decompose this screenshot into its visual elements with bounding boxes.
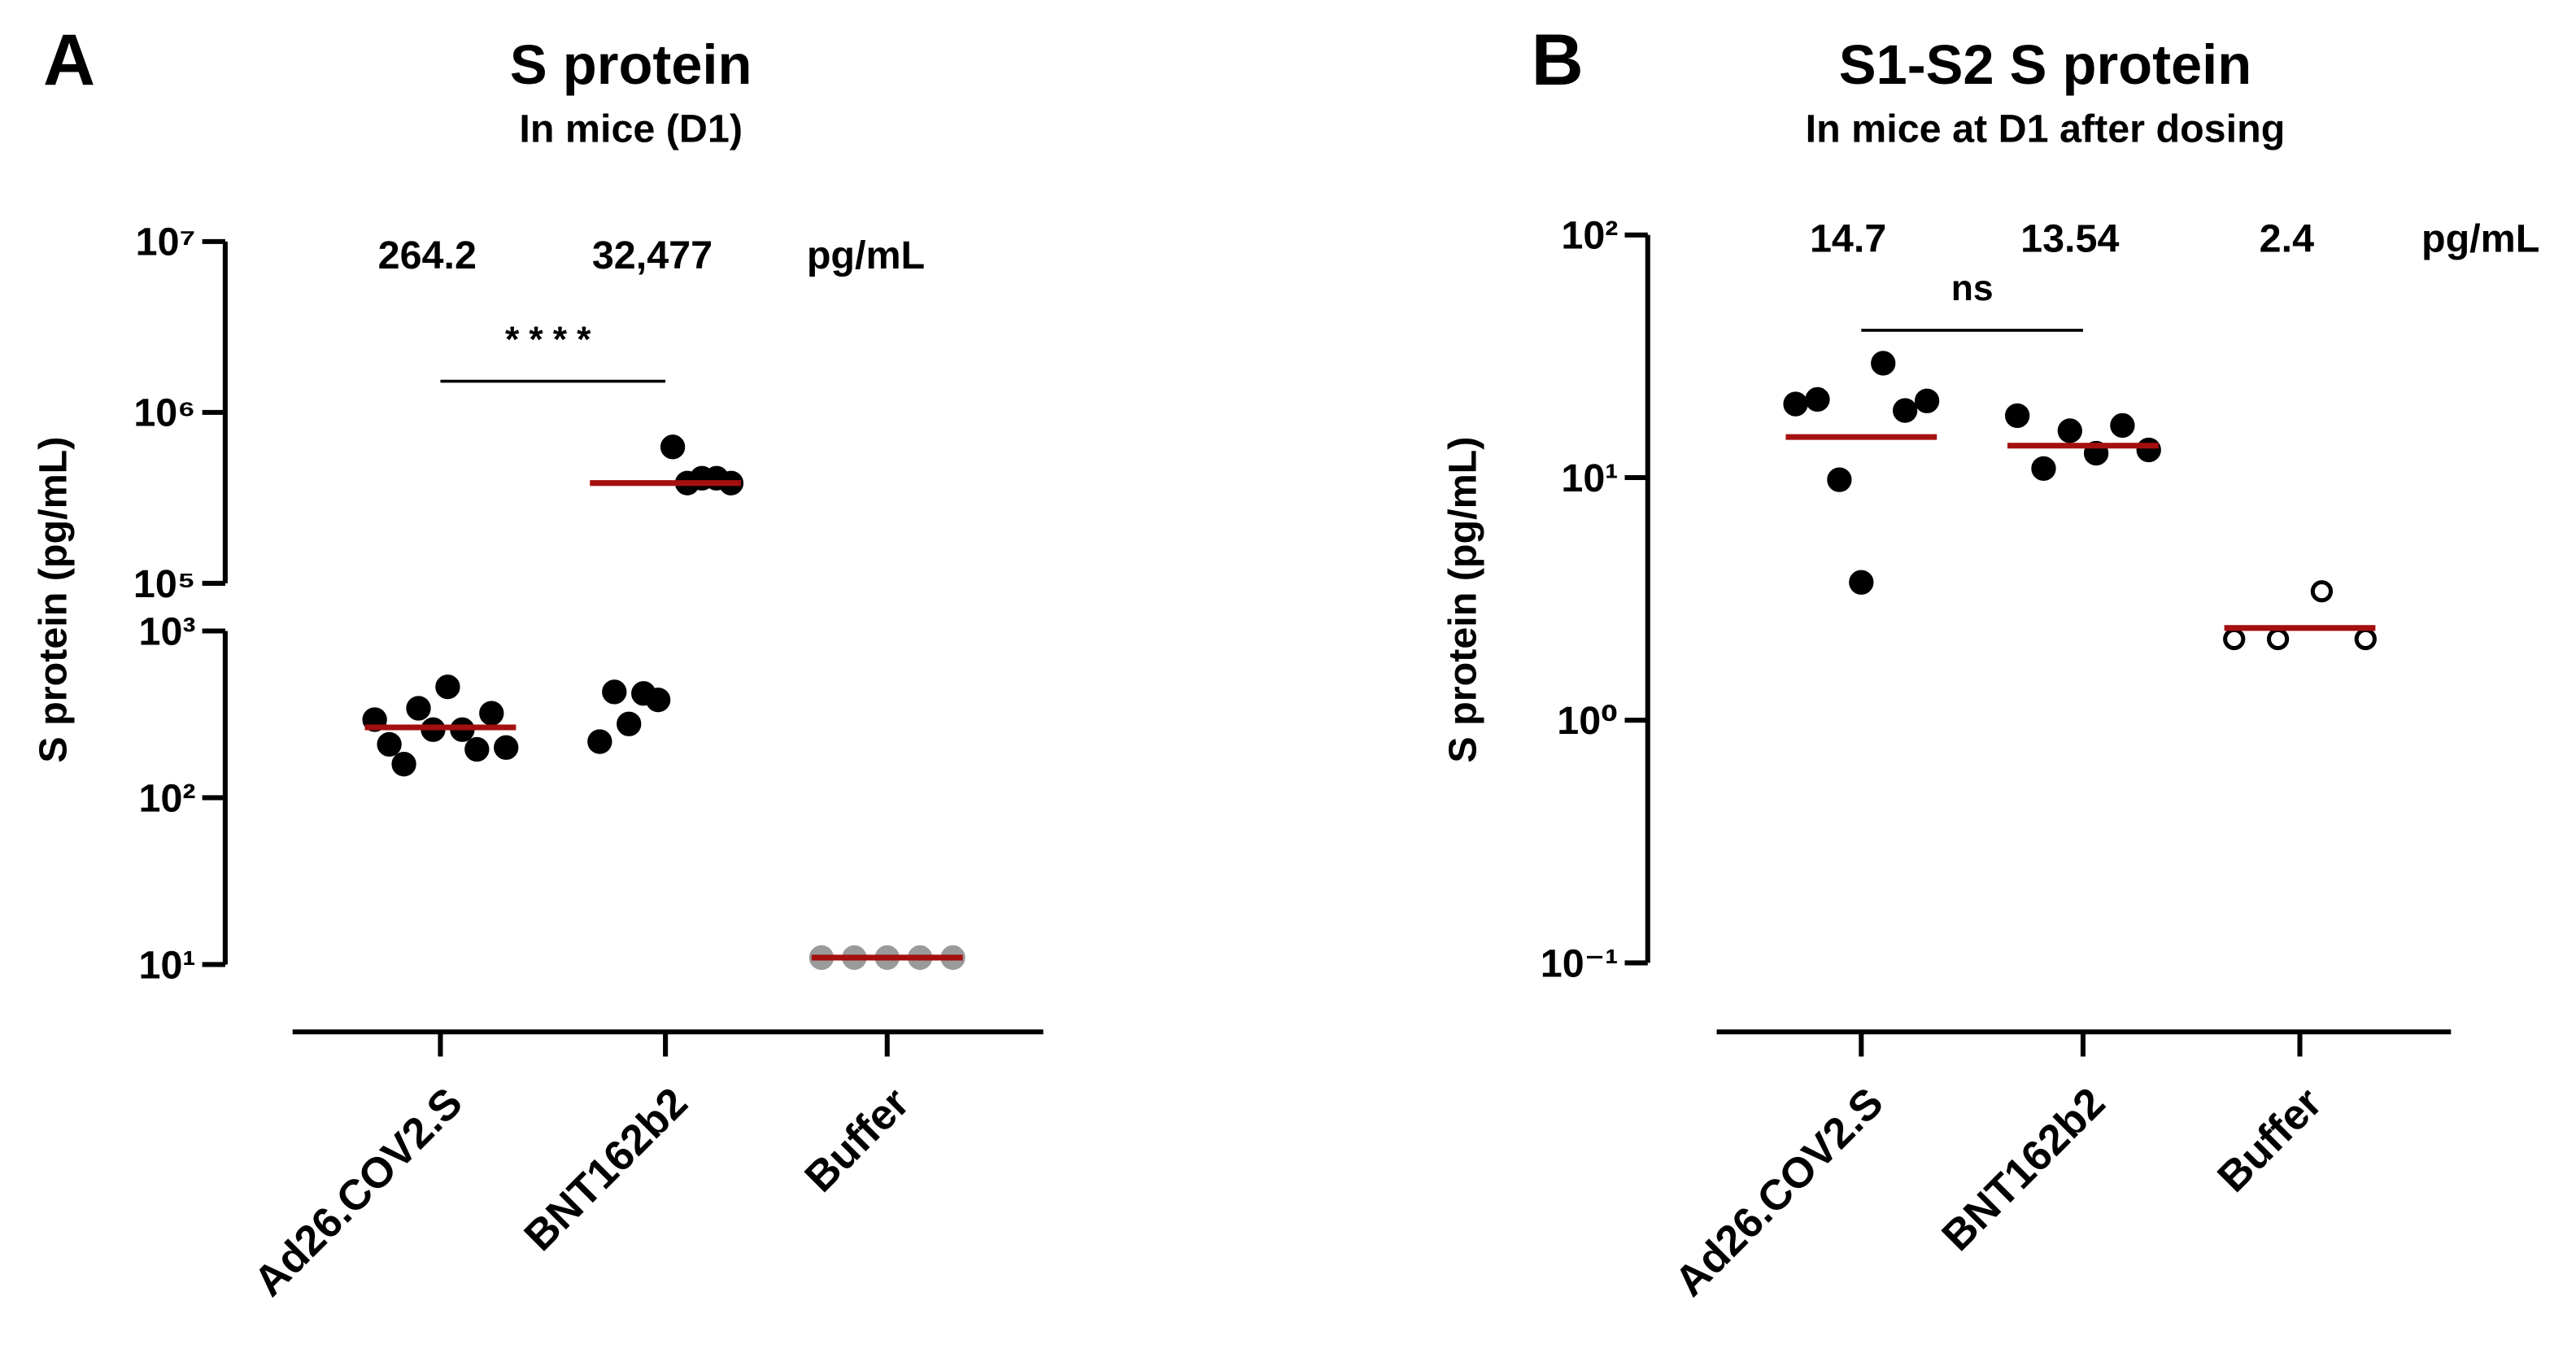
summary-label: 264.2: [378, 234, 477, 277]
data-point: [2031, 456, 2056, 481]
data-point: [660, 434, 686, 460]
unit-label: pg/mL: [807, 234, 925, 277]
data-point: [1893, 398, 1918, 423]
x-tick-label: Ad26.COV2.S: [245, 1079, 472, 1306]
y-tick-label: 10²: [1561, 214, 1618, 258]
chart-title: S1-S2 S protein: [1839, 33, 2251, 96]
data-point: [479, 701, 504, 726]
y-axis-label: S protein (pg/mL): [1441, 437, 1484, 763]
y-tick-label: 10¹: [1561, 456, 1618, 500]
summary-label: 32,477: [592, 234, 713, 277]
y-tick-label: 10⁰: [1557, 699, 1618, 743]
x-tick-label: Buffer: [795, 1079, 918, 1202]
y-tick-label: 10⁻¹: [1541, 941, 1619, 985]
data-point: [602, 679, 627, 705]
y-tick-label: 10⁶: [133, 391, 195, 435]
data-point: [464, 736, 490, 762]
x-tick-label: BNT162b2: [1933, 1079, 2114, 1260]
y-tick-label: 10¹: [139, 943, 196, 987]
summary-label: 2.4: [2260, 217, 2314, 261]
summary-label: 14.7: [1810, 217, 1886, 261]
x-tick-label: Buffer: [2208, 1079, 2331, 1202]
data-point: [406, 696, 431, 721]
data-point: [2005, 403, 2030, 429]
data-point: [1805, 386, 1830, 413]
data-point: [2266, 627, 2290, 651]
significance-label: ****: [505, 320, 601, 360]
data-point: [377, 731, 402, 757]
data-point: [1871, 351, 1896, 376]
data-point: [2057, 418, 2082, 443]
y-tick-label: 10³: [139, 609, 196, 653]
panel-letter: B: [1532, 20, 1584, 100]
y-tick-label: 10²: [139, 776, 196, 820]
data-point: [1914, 388, 1940, 413]
summary-label: 13.54: [2020, 217, 2119, 261]
y-tick-label: 10⁷: [136, 220, 196, 264]
x-tick-label: Ad26.COV2.S: [1666, 1079, 1893, 1306]
data-point: [2354, 627, 2377, 651]
data-point: [1783, 391, 1808, 417]
data-point: [2310, 580, 2334, 603]
y-axis-label: S protein (pg/mL): [32, 437, 76, 763]
data-point: [617, 711, 642, 736]
significance-label: ns: [1951, 268, 1994, 308]
data-point: [494, 735, 519, 760]
chart-subtitle: In mice (D1): [519, 107, 743, 151]
unit-label: pg/mL: [2421, 217, 2539, 261]
panel-letter: A: [43, 20, 95, 100]
data-point: [1827, 467, 1852, 492]
data-point: [435, 674, 460, 700]
data-point: [2136, 437, 2161, 463]
data-point: [645, 688, 671, 713]
y-tick-label: 10⁵: [133, 562, 196, 606]
data-point: [391, 752, 416, 777]
data-point: [1849, 570, 1874, 595]
chart-subtitle: In mice at D1 after dosing: [1806, 107, 2286, 151]
x-tick-label: BNT162b2: [515, 1079, 696, 1260]
data-point: [2223, 627, 2246, 651]
data-point: [587, 729, 612, 754]
chart-title: S protein: [510, 33, 752, 96]
data-point: [2110, 413, 2135, 439]
